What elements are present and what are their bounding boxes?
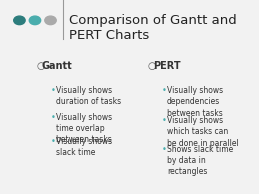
Text: Visually shows
duration of tasks: Visually shows duration of tasks [56,86,121,107]
Text: Visually shows
which tasks can
be done in parallel: Visually shows which tasks can be done i… [167,116,239,148]
Text: PERT: PERT [153,61,181,71]
Text: •: • [162,86,167,95]
Text: •: • [51,86,55,95]
Circle shape [14,16,25,25]
Text: •: • [162,116,167,125]
Circle shape [29,16,41,25]
Text: •: • [51,137,55,146]
Text: ○: ○ [148,61,156,71]
Text: Shows slack time
by data in
rectangles: Shows slack time by data in rectangles [167,145,233,176]
Text: Visually shows
dependencies
between tasks: Visually shows dependencies between task… [167,86,223,118]
Text: Visually shows
time overlap
between tasks: Visually shows time overlap between task… [56,113,112,144]
Text: PERT Charts: PERT Charts [69,29,149,42]
Circle shape [45,16,56,25]
Text: ○: ○ [36,61,45,71]
Text: Comparison of Gantt and: Comparison of Gantt and [69,14,236,27]
Text: •: • [162,145,167,153]
Text: •: • [51,113,55,121]
Text: Visually shows
slack time: Visually shows slack time [56,137,112,157]
Text: Gantt: Gantt [41,61,72,71]
